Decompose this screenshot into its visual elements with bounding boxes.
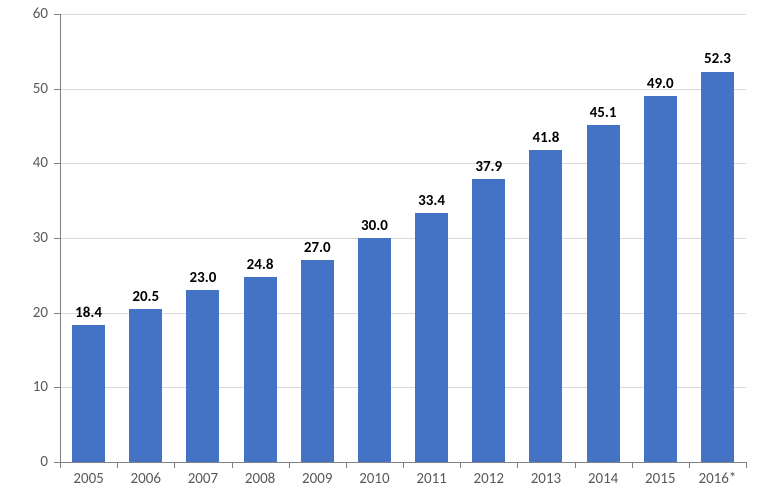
y-axis-line xyxy=(60,14,61,462)
y-axis-label: 30 xyxy=(0,229,48,247)
y-axis-label: 40 xyxy=(0,154,48,172)
bar-value-label: 49.0 xyxy=(647,75,674,93)
bar xyxy=(186,290,219,462)
x-axis-label: 2006 xyxy=(131,470,161,488)
bar xyxy=(244,277,277,462)
bar xyxy=(529,150,562,462)
bar xyxy=(129,309,162,462)
plot-area xyxy=(60,14,746,462)
x-tick xyxy=(460,462,461,468)
bar-value-label: 20.5 xyxy=(132,288,159,306)
x-tick xyxy=(232,462,233,468)
bar xyxy=(701,72,734,463)
x-axis-label: 2016* xyxy=(698,470,736,488)
x-tick xyxy=(689,462,690,468)
bar-value-label: 30.0 xyxy=(361,217,388,235)
bar-chart: 0 10 20 30 40 50 60 18.4 2005 20.5 2006 23.0 2007 24.… xyxy=(0,0,764,500)
y-axis-label: 0 xyxy=(0,453,48,471)
x-tick xyxy=(403,462,404,468)
x-tick xyxy=(174,462,175,468)
bar xyxy=(472,179,505,462)
x-tick xyxy=(60,462,61,468)
bar xyxy=(72,325,105,462)
bar-value-label: 24.8 xyxy=(247,256,274,274)
bar xyxy=(415,213,448,462)
bar-value-label: 27.0 xyxy=(304,239,331,257)
x-tick xyxy=(289,462,290,468)
gridline xyxy=(60,89,746,90)
bar-value-label: 33.4 xyxy=(418,192,445,210)
bar-value-label: 41.8 xyxy=(532,129,559,147)
bar-value-label: 45.1 xyxy=(590,104,617,122)
y-axis-label: 50 xyxy=(0,80,48,98)
x-axis-label: 2005 xyxy=(73,470,103,488)
bar-value-label: 18.4 xyxy=(75,304,102,322)
x-axis-label: 2007 xyxy=(188,470,218,488)
y-axis-label: 60 xyxy=(0,5,48,23)
bar xyxy=(358,238,391,462)
x-axis-label: 2009 xyxy=(302,470,332,488)
y-axis-label: 20 xyxy=(0,304,48,322)
x-axis-label: 2013 xyxy=(531,470,561,488)
bar-value-label: 52.3 xyxy=(704,50,731,68)
gridline xyxy=(60,14,746,15)
x-tick xyxy=(346,462,347,468)
bar xyxy=(301,260,334,462)
bar xyxy=(644,96,677,462)
bar-value-label: 37.9 xyxy=(475,158,502,176)
bar xyxy=(587,125,620,462)
bar-value-label: 23.0 xyxy=(189,269,216,287)
x-axis-label: 2008 xyxy=(245,470,275,488)
x-tick xyxy=(117,462,118,468)
x-tick xyxy=(517,462,518,468)
x-axis-label: 2014 xyxy=(588,470,618,488)
x-tick xyxy=(632,462,633,468)
x-tick xyxy=(575,462,576,468)
x-axis-label: 2015 xyxy=(645,470,675,488)
x-axis-label: 2012 xyxy=(474,470,504,488)
y-axis-label: 10 xyxy=(0,378,48,396)
x-axis-label: 2011 xyxy=(416,470,446,488)
x-tick xyxy=(746,462,747,468)
x-axis-label: 2010 xyxy=(359,470,389,488)
